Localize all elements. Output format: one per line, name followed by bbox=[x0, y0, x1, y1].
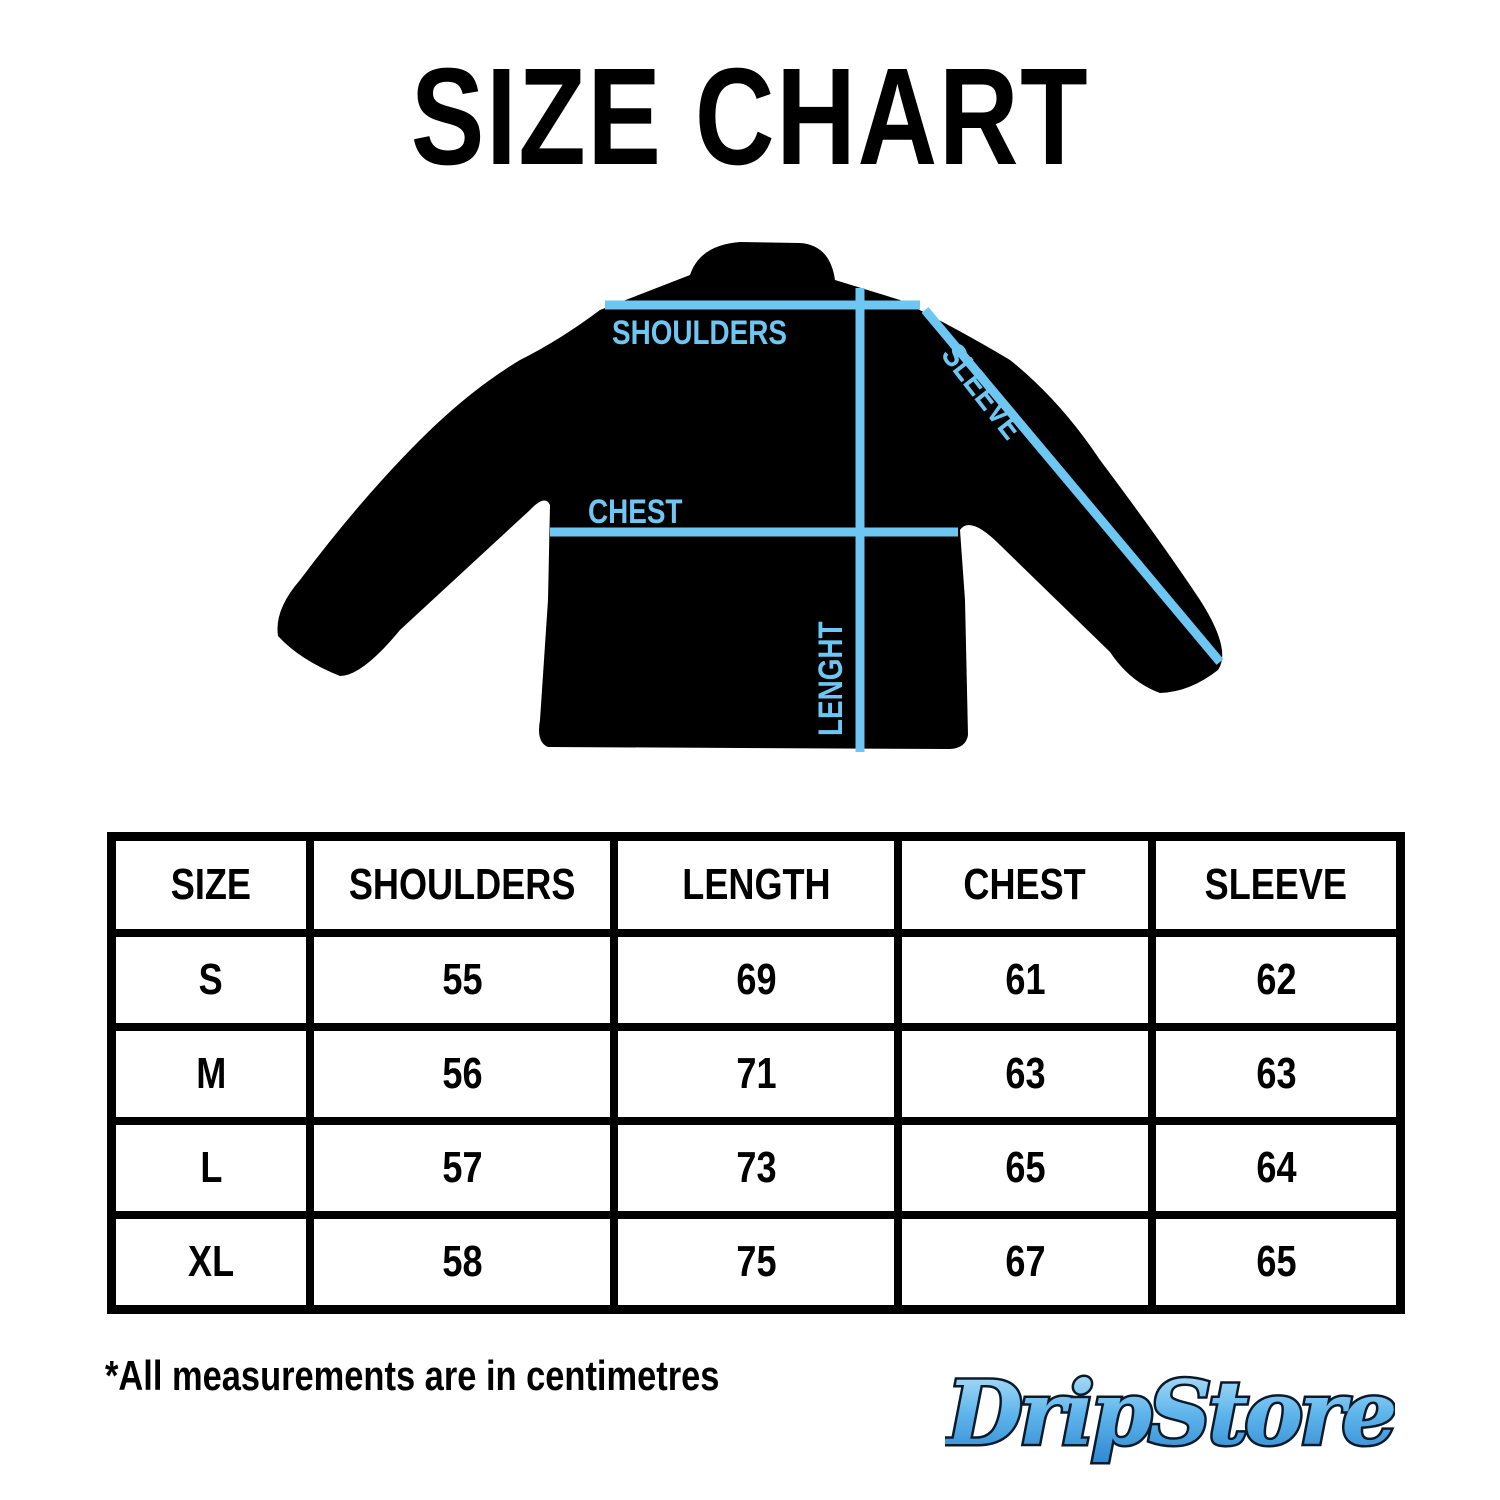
cell: L bbox=[107, 1117, 314, 1219]
header-cell: SHOULDERS bbox=[306, 832, 618, 937]
sleeve-line bbox=[921, 307, 1224, 665]
header-chest: CHEST bbox=[963, 860, 1087, 909]
cell: 57 bbox=[306, 1117, 618, 1219]
shoulders-label: SHOULDERS bbox=[612, 313, 787, 351]
cell: 75 bbox=[610, 1211, 902, 1314]
cell-text: XL bbox=[187, 1237, 235, 1286]
cell: 71 bbox=[610, 1023, 902, 1125]
header-size: SIZE bbox=[170, 860, 252, 909]
header-length: LENGTH bbox=[681, 860, 831, 909]
header-sleeve: SLEEVE bbox=[1204, 860, 1348, 909]
cell: 61 bbox=[894, 929, 1156, 1031]
cell: 67 bbox=[894, 1211, 1156, 1314]
table-row: S 55 69 61 62 bbox=[107, 929, 1405, 1031]
cell-text: 63 bbox=[1004, 1049, 1046, 1098]
header-cell: SIZE bbox=[107, 832, 314, 937]
cell: 64 bbox=[1148, 1117, 1405, 1219]
header-shoulders: SHOULDERS bbox=[348, 860, 576, 909]
cell: 62 bbox=[1148, 929, 1405, 1031]
cell-text: S bbox=[198, 955, 224, 1004]
header-cell: SLEEVE bbox=[1148, 832, 1405, 937]
cell: 65 bbox=[1148, 1211, 1405, 1314]
cell-text: 67 bbox=[1004, 1237, 1046, 1286]
table-row: L 57 73 65 64 bbox=[107, 1117, 1405, 1219]
table-row: M 56 71 63 63 bbox=[107, 1023, 1405, 1125]
cell-text: 69 bbox=[735, 955, 777, 1004]
footnote: *All measurements are in centimetres bbox=[105, 1352, 720, 1399]
cell-text: 64 bbox=[1255, 1143, 1297, 1192]
header-cell: LENGTH bbox=[610, 832, 902, 937]
cell: M bbox=[107, 1023, 314, 1125]
cell: 65 bbox=[894, 1117, 1156, 1219]
cell: 63 bbox=[1148, 1023, 1405, 1125]
cell-text: 62 bbox=[1255, 955, 1297, 1004]
length-label: LENGHT bbox=[811, 621, 849, 736]
cell-text: 65 bbox=[1004, 1143, 1046, 1192]
cell: 69 bbox=[610, 929, 902, 1031]
cell-text: 56 bbox=[441, 1049, 483, 1098]
cell-text: 65 bbox=[1255, 1237, 1297, 1286]
cell: XL bbox=[107, 1211, 314, 1314]
jacket-diagram: SHOULDERS CHEST LENGHT SLEEVE bbox=[277, 242, 1224, 752]
cell: 73 bbox=[610, 1117, 902, 1219]
table-header-row: SIZE SHOULDERS LENGTH CHEST SLEEVE bbox=[107, 832, 1405, 937]
cell-text: 58 bbox=[441, 1237, 483, 1286]
chest-label: CHEST bbox=[588, 492, 682, 530]
cell-text: 75 bbox=[735, 1237, 777, 1286]
cell-text: 61 bbox=[1004, 955, 1046, 1004]
cell-text: L bbox=[199, 1143, 223, 1192]
size-table: SIZE SHOULDERS LENGTH CHEST SLEEVE S 55 … bbox=[107, 832, 1405, 1314]
cell-text: 73 bbox=[735, 1143, 777, 1192]
logo-text: DripStore bbox=[945, 1361, 1394, 1465]
jacket-silhouette bbox=[277, 242, 1223, 749]
cell-text: 71 bbox=[735, 1049, 777, 1098]
page-title: SIZE CHART bbox=[0, 42, 1500, 192]
cell-text: 55 bbox=[441, 955, 483, 1004]
cell-text: 57 bbox=[441, 1143, 483, 1192]
cell: 56 bbox=[306, 1023, 618, 1125]
cell-text: M bbox=[195, 1049, 227, 1098]
header-cell: CHEST bbox=[894, 832, 1156, 937]
table-row: XL 58 75 67 65 bbox=[107, 1211, 1405, 1314]
dripstore-logo: DripStore bbox=[945, 1359, 1395, 1468]
cell-text: 63 bbox=[1255, 1049, 1297, 1098]
measure-lines bbox=[550, 288, 1224, 752]
cell: 55 bbox=[306, 929, 618, 1031]
cell: 58 bbox=[306, 1211, 618, 1314]
cell: 63 bbox=[894, 1023, 1156, 1125]
cell: S bbox=[107, 929, 314, 1031]
title-text: SIZE CHART bbox=[410, 40, 1090, 194]
